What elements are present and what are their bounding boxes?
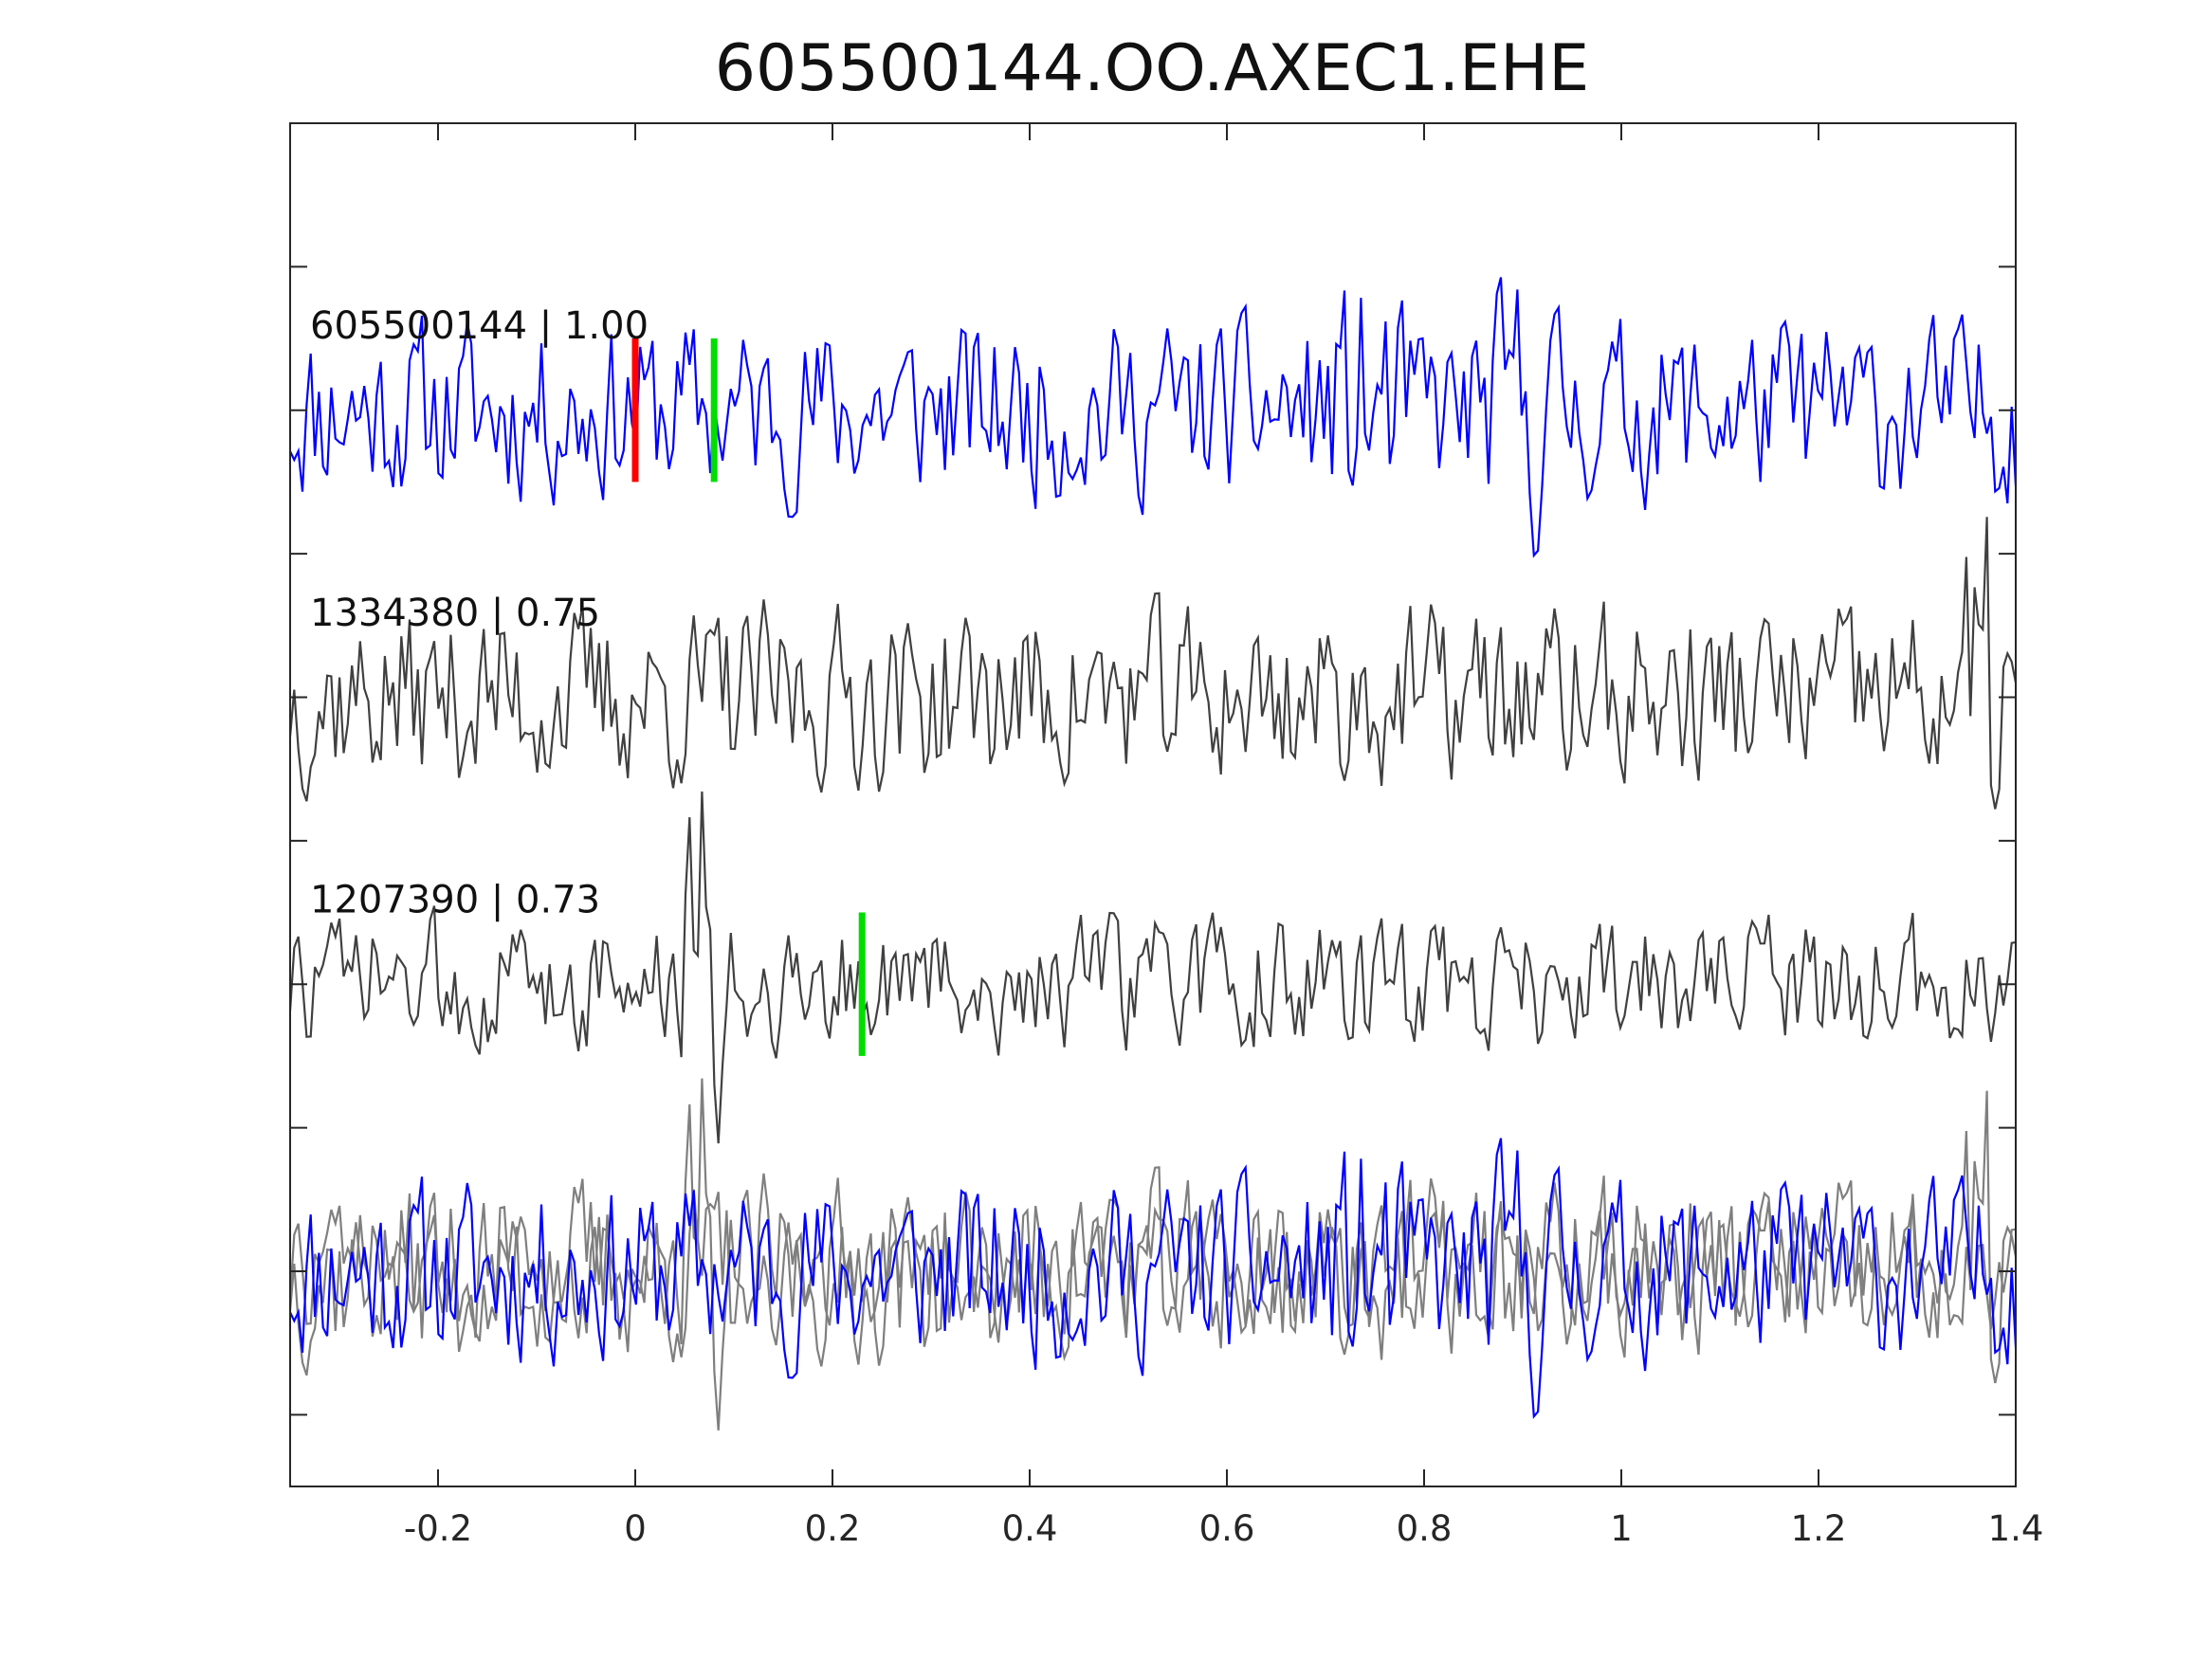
trace-waveform-1334380 xyxy=(288,517,2018,810)
x-tick-label-4: 0.6 xyxy=(1199,1508,1255,1549)
trace-waveform-1207390 xyxy=(288,791,2017,1144)
overlay-waveform-1 xyxy=(289,1138,2018,1419)
x-tick-label-8: 1.4 xyxy=(1988,1508,2044,1549)
overlay-waveform-2 xyxy=(288,1090,2018,1384)
trace-label-605500144: 605500144 | 1.00 xyxy=(310,304,649,348)
x-tick-label-2: 0.2 xyxy=(805,1508,861,1549)
x-tick-label-0: -0.2 xyxy=(404,1508,472,1549)
trace-area: 605500144 | 1.00 1334380 | 0.75 1207390 | … xyxy=(288,277,2018,1431)
x-tick-label-5: 0.8 xyxy=(1397,1508,1453,1549)
axes: -0.2 0 0.2 0.4 0.6 0.8 1 1.2 1.4 xyxy=(289,122,2044,1549)
trace-label-1334380: 1334380 | 0.75 xyxy=(310,592,600,635)
trace-waveform-605500144 xyxy=(289,277,2018,558)
x-tick-label-1: 0 xyxy=(624,1508,647,1549)
chart-title: 605500144.OO.AXEC1.EHE xyxy=(715,31,1589,106)
trace-label-1207390: 1207390 | 0.73 xyxy=(310,879,600,922)
x-tick-label-3: 0.4 xyxy=(1002,1508,1058,1549)
plot-frame xyxy=(289,122,2017,1487)
x-tick-label-7: 1.2 xyxy=(1791,1508,1847,1549)
x-tick-label-6: 1 xyxy=(1610,1508,1633,1549)
